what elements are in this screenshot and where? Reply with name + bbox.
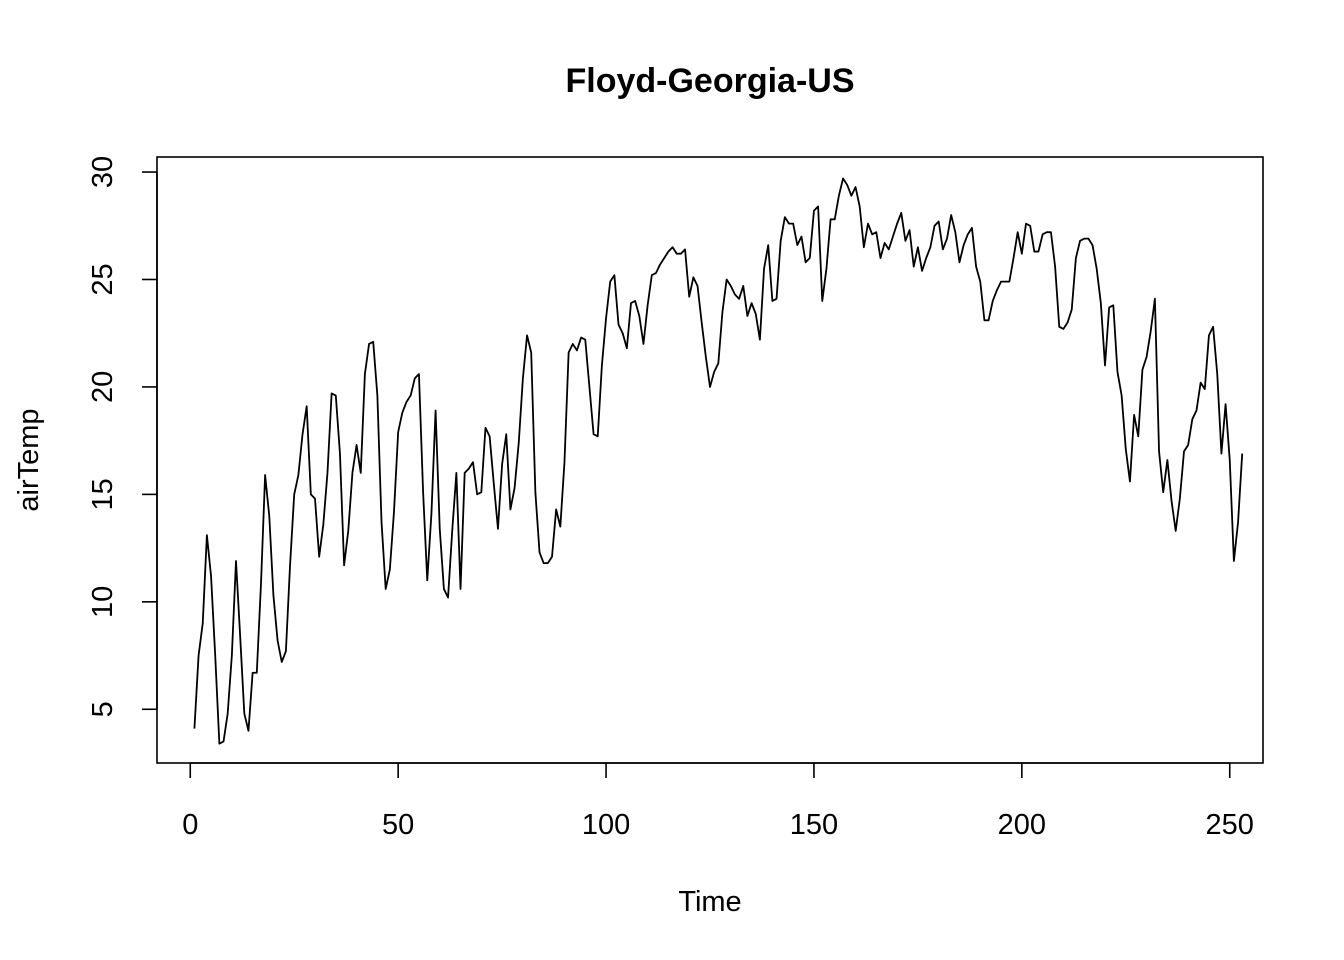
x-tick-label: 0: [182, 809, 198, 841]
y-tick-label: 5: [87, 701, 119, 717]
y-tick-label: 30: [87, 156, 119, 188]
x-tick-label: 100: [582, 809, 630, 841]
x-tick-label: 150: [790, 809, 838, 841]
x-axis-label: Time: [678, 886, 741, 918]
plot-frame: [156, 156, 1264, 764]
x-axis: 0 50 100 150 200 250: [182, 762, 1254, 841]
y-tick-label: 15: [87, 478, 119, 510]
y-axis: 5 10 15 20 25 30: [87, 156, 158, 717]
x-tick-label: 50: [382, 809, 414, 841]
y-tick-label: 25: [87, 263, 119, 295]
x-tick-label: 250: [1206, 809, 1254, 841]
x-tick-label: 200: [998, 809, 1046, 841]
series-line: [193, 177, 1244, 745]
chart-title: Floyd-Georgia-US: [565, 62, 854, 100]
y-tick-label: 20: [87, 371, 119, 403]
y-tick-label: 10: [87, 586, 119, 618]
y-axis-label: airTemp: [13, 408, 45, 511]
